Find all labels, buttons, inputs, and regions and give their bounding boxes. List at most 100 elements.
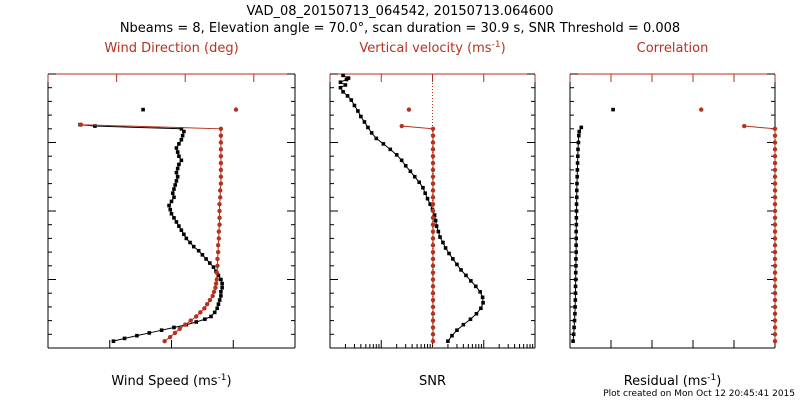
series-point — [772, 325, 778, 330]
top-series-2 — [742, 123, 778, 344]
figure-title-line1: VAD_08_20150713_064542, 20150713.064600 — [247, 4, 554, 19]
series-point — [479, 306, 483, 311]
series-point — [198, 310, 203, 315]
series-point — [772, 243, 778, 248]
series-point — [173, 183, 178, 187]
series-point — [574, 195, 579, 200]
series-point — [443, 246, 448, 250]
series-point — [772, 277, 778, 282]
series-point — [177, 224, 181, 228]
series-point — [218, 140, 224, 145]
series-point — [772, 201, 778, 207]
series-point — [345, 94, 350, 98]
series-point — [191, 244, 196, 249]
series-point — [576, 140, 581, 145]
series-point — [573, 277, 578, 282]
series-point — [571, 339, 575, 343]
series-point — [772, 222, 778, 227]
series-point — [574, 229, 578, 234]
series-point — [344, 77, 349, 82]
series-point — [169, 199, 174, 204]
series-point — [438, 235, 442, 239]
series-point — [200, 253, 205, 257]
series-point — [451, 257, 455, 261]
series-point — [430, 140, 436, 145]
residual-correlation-panel: Residual (ms-1) Correlation — [569, 41, 778, 389]
series-point — [182, 129, 186, 134]
series-line — [80, 124, 223, 342]
series-point — [772, 338, 778, 344]
series-point — [474, 284, 478, 289]
series-point — [430, 325, 436, 330]
series-point — [219, 290, 223, 294]
series-point — [147, 331, 152, 335]
series-point — [772, 291, 778, 296]
series-point — [212, 310, 217, 315]
series-point — [430, 126, 436, 131]
top-series-2 — [78, 122, 224, 344]
series-point — [346, 76, 351, 80]
series-point — [218, 195, 223, 200]
series-point — [202, 306, 207, 311]
series-point — [430, 147, 436, 152]
series-line — [80, 124, 222, 342]
series-point — [576, 147, 580, 152]
series-point — [430, 174, 436, 179]
series-point — [194, 314, 199, 319]
series-point — [447, 251, 451, 256]
series-point — [219, 277, 223, 282]
series-point — [359, 114, 363, 119]
series-point — [574, 257, 578, 261]
series-point — [421, 185, 425, 190]
series-point — [772, 188, 778, 193]
series-point — [177, 162, 181, 167]
series-point — [338, 80, 343, 85]
series-point — [430, 291, 436, 296]
series-point — [172, 330, 178, 336]
series-point — [174, 220, 179, 224]
series-point — [772, 249, 778, 255]
series-point — [430, 222, 436, 227]
series-point — [159, 328, 164, 332]
series-point — [214, 270, 219, 275]
series-point — [214, 277, 219, 282]
series-point — [428, 202, 432, 206]
series-point — [175, 150, 180, 154]
top-series-1 — [399, 123, 436, 344]
series-point — [772, 195, 778, 200]
series-point — [175, 174, 180, 179]
series-point — [122, 336, 127, 341]
series-point — [417, 180, 421, 185]
series-point — [772, 297, 778, 303]
series-point — [352, 103, 357, 108]
series-point — [179, 228, 184, 232]
series-point — [446, 339, 450, 343]
series-point — [215, 306, 219, 311]
series-point — [574, 222, 579, 227]
series-point — [577, 133, 581, 138]
series-point — [167, 334, 173, 340]
series-point — [430, 188, 436, 193]
series-point — [179, 137, 184, 142]
series-point — [220, 285, 224, 290]
series-point — [216, 273, 221, 278]
series-point — [434, 224, 439, 228]
series-point — [480, 295, 485, 300]
series-point — [218, 167, 224, 173]
series-point — [174, 170, 179, 175]
series-point — [343, 83, 348, 87]
series-point — [430, 304, 436, 310]
series-point — [217, 298, 222, 302]
series-point — [459, 268, 463, 272]
series-point — [430, 249, 436, 255]
series-point — [432, 213, 437, 217]
series-point — [772, 284, 778, 289]
series-point — [575, 161, 580, 165]
series-point — [699, 107, 704, 112]
series-point — [203, 317, 207, 322]
series-point — [433, 218, 438, 223]
top-axis-title: Vertical velocity (ms-1) — [359, 40, 505, 56]
series-point — [188, 240, 192, 245]
series-point — [772, 181, 778, 186]
series-point — [742, 123, 747, 129]
